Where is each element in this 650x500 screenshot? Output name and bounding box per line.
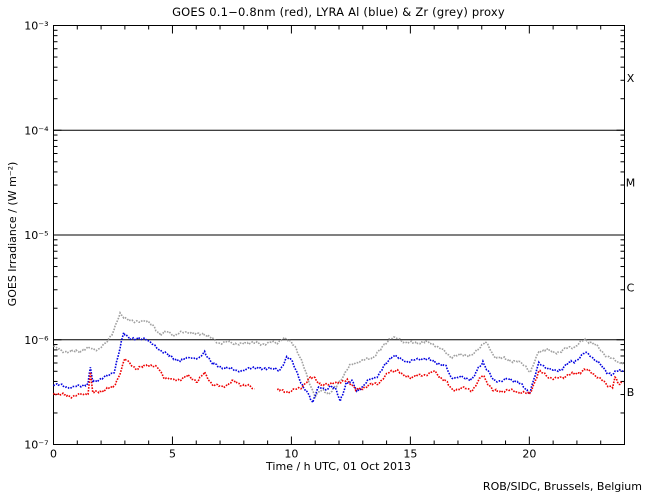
x-tick-label: 5 [169, 448, 176, 461]
x-tick-label: 0 [50, 448, 57, 461]
x-axis-label: Time / h UTC, 01 Oct 2013 [266, 460, 411, 473]
series-lyra-al-proxy [52, 330, 624, 405]
y-tick-label: 10⁻⁴ [24, 124, 49, 137]
flare-class-label-c: C [627, 281, 635, 294]
x-tick-label: 20 [522, 448, 536, 461]
x-tick-label: 15 [403, 448, 417, 461]
y-tick-label: 10⁻⁷ [24, 439, 48, 452]
credit-text: ROB/SIDC, Brussels, Belgium [482, 480, 642, 493]
series-goes-xray [52, 357, 624, 400]
chart-title: GOES 0.1−0.8nm (red), LYRA Al (blue) & Z… [172, 5, 505, 19]
flare-class-label-b: B [627, 386, 635, 399]
y-axis-label: GOES Irradiance / (W m⁻²) [6, 161, 19, 307]
flare-class-label-x: X [627, 72, 635, 85]
y-tick-label: 10⁻⁶ [24, 334, 49, 347]
flare-class-label-m: M [626, 177, 636, 190]
series-lyra-zr-proxy [53, 310, 624, 399]
y-tick-label: 10⁻³ [24, 20, 48, 33]
y-tick-label: 10⁻⁵ [24, 229, 48, 242]
x-tick-label: 10 [284, 448, 298, 461]
